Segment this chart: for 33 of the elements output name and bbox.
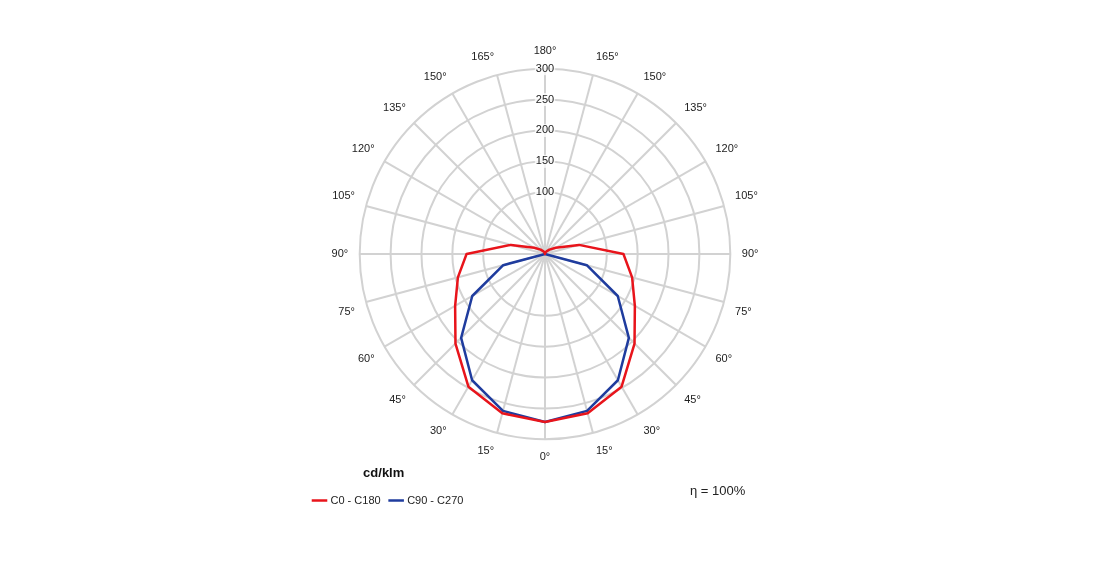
spoke-label: 150° (643, 70, 667, 82)
text: cd/klm (363, 465, 405, 481)
spoke-label: 30° (643, 424, 661, 437)
spoke-label: 135° (684, 101, 707, 114)
spoke-label: 90° (741, 247, 759, 260)
spoke-label: 165° (471, 50, 495, 63)
spoke-label: 90° (331, 247, 349, 260)
spoke-label: 60° (357, 352, 375, 365)
legend-label: C0 - C180 (330, 493, 381, 506)
spoke-label: 120° (351, 142, 375, 155)
legend-label: C90 - C270 (407, 493, 464, 506)
spoke-label: 45° (684, 392, 701, 405)
spoke-label: 135° (383, 101, 406, 114)
y-tick-label: 100 (535, 185, 555, 198)
spoke-label: 45° (389, 392, 406, 405)
y-tick-label: 200 (535, 123, 555, 136)
spoke-label: 15° (477, 443, 495, 456)
spoke-label: 30° (429, 424, 447, 437)
spoke-label: 105° (735, 189, 758, 202)
spoke-label: 0° (539, 450, 551, 463)
text: η = 100% (690, 483, 746, 498)
spoke-label: 180° (533, 43, 557, 56)
y-tick-label: 250 (535, 92, 555, 105)
spoke-label: 60° (715, 352, 733, 365)
spoke-label: 15° (595, 443, 613, 456)
y-tick-label: 300 (535, 61, 555, 74)
spoke-label: 75° (338, 304, 355, 317)
spoke-label: 150° (423, 70, 447, 82)
y-tick-label: 150 (535, 154, 555, 167)
spoke-label: 105° (332, 189, 355, 202)
spoke-label: 75° (735, 304, 752, 317)
spoke-label: 120° (715, 142, 739, 155)
spoke-label: 165° (595, 50, 619, 63)
